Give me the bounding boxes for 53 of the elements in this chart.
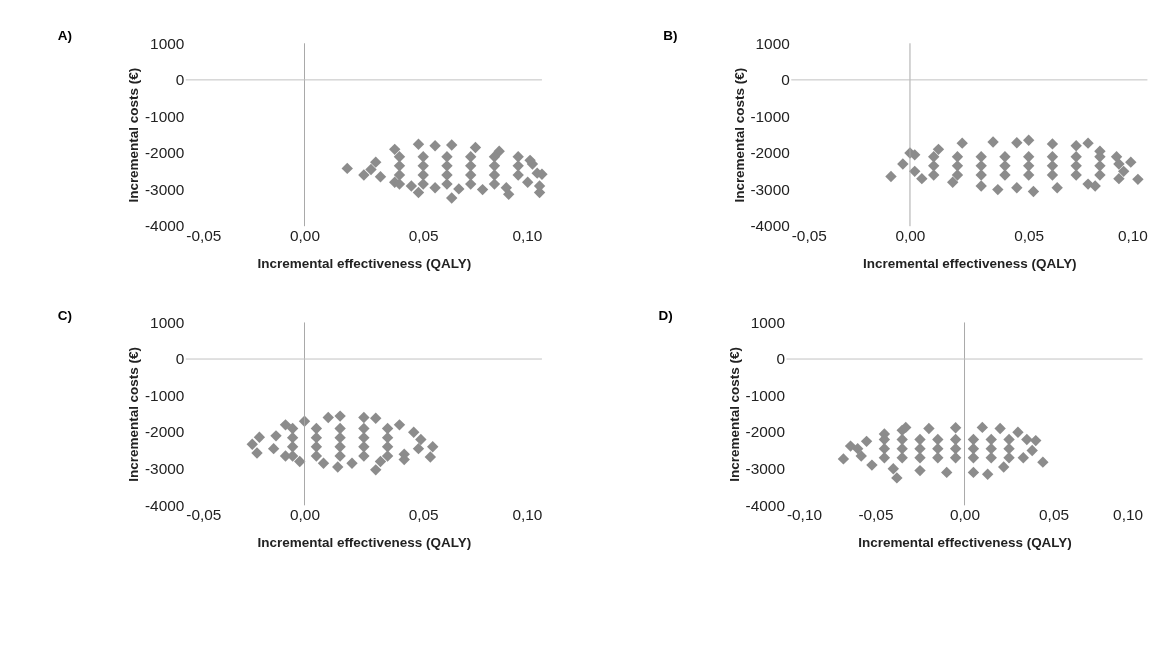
y-tick-label: -1000: [144, 107, 185, 125]
y-tick-label: -3000: [144, 460, 185, 478]
x-tick-label: 0,05: [1014, 227, 1045, 245]
y-tick-label: -3000: [144, 180, 185, 198]
y-tick-label: -1000: [144, 386, 185, 404]
y-tick-label: -3000: [750, 180, 790, 198]
x-tick-label: 0,00: [290, 227, 320, 245]
x-tick-label: 0,10: [512, 227, 543, 245]
text: D): [658, 307, 673, 323]
y-tick-label: -4000: [750, 217, 790, 235]
y-tick-label: -4000: [144, 217, 185, 235]
y-tick-label: -4000: [144, 496, 185, 514]
x-tick-label: 0,00: [950, 506, 980, 524]
y-tick-label: -4000: [745, 496, 785, 514]
x-axis-title: Incremental effectiveness (QALY): [257, 535, 472, 551]
y-tick-label: 1000: [150, 313, 185, 331]
x-tick-label: 0,10: [512, 506, 543, 524]
x-axis-title: Incremental effectiveness (QALY): [858, 535, 1072, 551]
x-tick-label: 0,05: [1039, 506, 1070, 524]
y-tick-label: -1000: [745, 386, 785, 404]
y-tick-label: -2000: [144, 144, 185, 162]
y-tick-label: -3000: [745, 460, 785, 478]
y-tick-label: 1000: [755, 34, 790, 52]
y-tick-label: -1000: [750, 107, 790, 125]
x-tick-label: -0,10: [786, 506, 823, 524]
y-tick-label: -2000: [745, 423, 785, 441]
x-tick-label: 0,00: [290, 506, 320, 524]
y-tick-label: -2000: [144, 423, 185, 441]
x-tick-label: 0,05: [408, 227, 439, 245]
x-tick-label: 0,00: [895, 227, 926, 245]
y-axis-title: Incremental costs (€): [726, 347, 742, 482]
y-tick-label: -2000: [750, 144, 790, 162]
y-tick-label: 0: [776, 350, 785, 368]
x-axis-title: Incremental effectiveness (QALY): [257, 256, 472, 272]
y-tick-label: 1000: [150, 34, 185, 52]
x-tick-label: -0,05: [186, 227, 222, 245]
y-axis-title: Incremental costs (€): [731, 67, 747, 203]
y-tick-label: 0: [175, 350, 185, 368]
x-tick-label: -0,05: [791, 227, 827, 245]
x-tick-label: 0,10: [1117, 227, 1148, 245]
text: B): [663, 28, 678, 44]
y-axis-title: Incremental costs (€): [126, 67, 142, 203]
y-axis-title: Incremental costs (€): [126, 347, 142, 482]
x-tick-label: 0,05: [408, 506, 439, 524]
y-tick-label: 1000: [750, 313, 785, 331]
text: A): [57, 28, 73, 44]
x-tick-label: 0,10: [1113, 506, 1144, 524]
x-axis-title: Incremental effectiveness (QALY): [863, 256, 1077, 272]
x-tick-label: -0,05: [858, 506, 894, 524]
x-tick-label: -0,05: [186, 506, 222, 524]
y-tick-label: 0: [175, 71, 185, 89]
y-tick-label: 0: [781, 71, 790, 89]
text: C): [57, 307, 73, 323]
